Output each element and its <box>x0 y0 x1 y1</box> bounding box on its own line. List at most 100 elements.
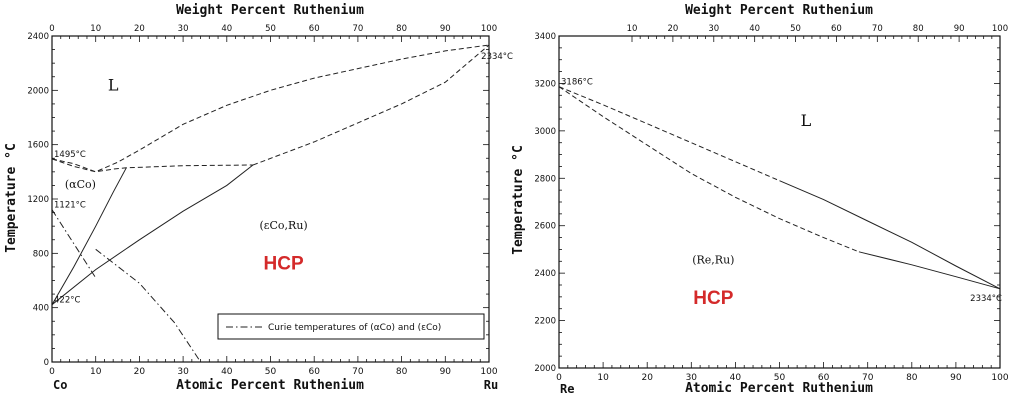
top-tick-label: 60 <box>831 24 842 34</box>
phase-label: (Re,Ru) <box>692 254 734 267</box>
y-tick-label: 2400 <box>27 32 49 42</box>
y-tick-label: 400 <box>33 304 49 314</box>
temperature-annotation: 1121°C <box>54 201 86 211</box>
top-tick-label: 80 <box>913 24 924 34</box>
phase-boundary-dashdot <box>95 248 202 363</box>
legend-box: Curie temperatures of (αCo) and (εCo) <box>217 313 485 340</box>
phase-boundary-dashed <box>558 86 860 253</box>
phase-label: L <box>801 111 812 130</box>
x-tick-label: 30 <box>686 373 698 383</box>
top-axis-title: Weight Percent Ruthenium <box>685 3 873 18</box>
top-tick-label: 50 <box>265 24 276 34</box>
top-tick-label: 0 <box>49 24 54 34</box>
x-tick-label: 20 <box>641 373 653 383</box>
temperature-annotation: 2334°C <box>970 294 1002 304</box>
plot-frame <box>51 35 490 363</box>
x-tick-label: 100 <box>480 367 497 377</box>
phase-boundary-dashed <box>252 44 490 166</box>
temperature-annotation: 2334°C <box>481 52 513 62</box>
phase-boundary-dashed <box>558 86 780 182</box>
x-tick-label: 50 <box>774 373 786 383</box>
top-tick-label: 90 <box>954 24 965 34</box>
top-tick-label: 20 <box>667 24 678 34</box>
phase-boundary-solid <box>51 167 127 305</box>
top-tick-label: 40 <box>749 24 760 34</box>
y-tick-label: 800 <box>33 249 49 259</box>
x-axis-title: Atomic Percent Ruthenium <box>176 378 364 393</box>
top-tick-labels: 0 10 20 30 40 50 60 70 80 90 100 <box>49 24 497 34</box>
top-tick-label: 90 <box>440 24 451 34</box>
x-tick-label: 80 <box>906 373 918 383</box>
top-tick-label: 60 <box>309 24 320 34</box>
y-tick-label: 1600 <box>27 141 49 151</box>
top-tick-label: 20 <box>134 24 145 34</box>
x-tick-label: 0 <box>556 373 562 383</box>
phase-boundary-solid <box>51 164 254 306</box>
top-tick-label: 10 <box>627 24 638 34</box>
y-tick-label: 2800 <box>534 174 556 184</box>
y-tick-label: 1200 <box>27 195 49 205</box>
phase-boundary-dashed <box>51 44 490 173</box>
phase-boundary-dashdot <box>51 209 97 279</box>
phase-boundaries <box>51 44 490 363</box>
x-tick-label: 40 <box>221 367 233 377</box>
top-tick-label: 30 <box>178 24 189 34</box>
top-tick-label: 80 <box>396 24 407 34</box>
x-tick-label: 60 <box>818 373 830 383</box>
phase-labels: L (αCo) (εCo,Ru) HCP <box>65 75 308 274</box>
x-tick-label: 70 <box>862 373 874 383</box>
phase-boundaries <box>558 86 1001 290</box>
phase-label: (αCo) <box>65 178 96 191</box>
x-tick-label: 50 <box>265 367 277 377</box>
tick-marks <box>558 35 1001 369</box>
y-tick-label: 3400 <box>534 32 556 42</box>
top-tick-label: 100 <box>992 24 1008 34</box>
y-tick-labels: 0 400 800 1200 1600 2000 2400 <box>27 32 49 368</box>
y-tick-labels: 2000 2200 2400 2600 2800 3000 3200 3400 <box>534 32 556 374</box>
x-tick-label: 40 <box>730 373 742 383</box>
phase-label: L <box>108 75 119 94</box>
x-tick-label: 20 <box>134 367 146 377</box>
top-tick-labels: 10 20 30 40 50 60 70 80 90 100 <box>627 24 1009 34</box>
plot-frame <box>558 35 1001 369</box>
y-tick-label: 3200 <box>534 79 556 89</box>
x-tick-label: 90 <box>440 367 452 377</box>
x-tick-label: 90 <box>950 373 962 383</box>
y-axis-title: Temperature °C <box>4 143 19 253</box>
co-ru-phase-diagram: Weight Percent Ruthenium Atomic Percent … <box>4 3 513 393</box>
legend-text: Curie temperatures of (αCo) and (εCo) <box>268 323 441 333</box>
y-tick-label: 3000 <box>534 127 556 137</box>
top-tick-label: 40 <box>221 24 232 34</box>
y-tick-label: 0 <box>44 358 49 368</box>
y-tick-label: 2400 <box>534 269 556 279</box>
x-tick-label: 0 <box>49 367 55 377</box>
y-tick-label: 2000 <box>534 364 556 374</box>
phase-boundary-solid <box>779 180 1001 290</box>
top-tick-label: 100 <box>481 24 497 34</box>
x-tick-label: 100 <box>991 373 1008 383</box>
top-axis-title: Weight Percent Ruthenium <box>176 3 364 18</box>
phase-boundary-dashed <box>51 158 254 173</box>
re-ru-phase-diagram: Weight Percent Ruthenium Atomic Percent … <box>511 3 1009 396</box>
right-element-label: Ru <box>484 378 498 392</box>
temperature-annotations: 3186°C 2334°C <box>561 78 1002 304</box>
temperature-annotations: 1495°C 1121°C 422°C 2334°C <box>54 52 513 306</box>
x-tick-labels: 0 10 20 30 40 50 60 70 80 90 100 <box>556 373 1009 383</box>
x-tick-label: 10 <box>597 373 609 383</box>
y-axis-title: Temperature °C <box>511 145 526 255</box>
x-tick-labels: 0 10 20 30 40 50 60 70 80 90 100 <box>49 367 498 377</box>
x-tick-label: 30 <box>177 367 189 377</box>
top-tick-label: 10 <box>90 24 101 34</box>
left-element-label: Re <box>560 382 574 396</box>
phase-labels: L (Re,Ru) HCP <box>692 111 811 309</box>
y-tick-label: 2600 <box>534 222 556 232</box>
x-axis-title: Atomic Percent Ruthenium <box>685 381 873 396</box>
top-tick-label: 70 <box>352 24 363 34</box>
phase-label: HCP <box>264 254 304 275</box>
phase-label: (εCo,Ru) <box>260 219 308 232</box>
x-tick-label: 60 <box>308 367 320 377</box>
temperature-annotation: 1495°C <box>54 150 86 160</box>
x-tick-label: 80 <box>396 367 408 377</box>
top-tick-label: 50 <box>790 24 801 34</box>
